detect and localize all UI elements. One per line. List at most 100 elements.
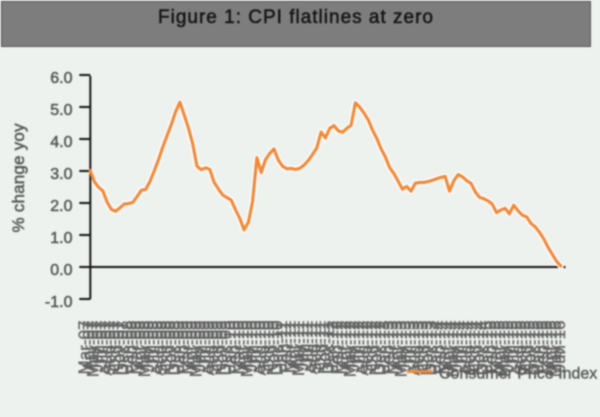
- svg-text:Dec-11: Dec-11: [319, 321, 338, 375]
- svg-text:Jul-11: Jul-11: [298, 321, 317, 366]
- svg-text:Jun-16: Jun-16: [550, 321, 569, 373]
- svg-text:Jan-13: Jan-13: [375, 321, 394, 373]
- svg-text:Apr-16: Apr-16: [542, 321, 561, 372]
- svg-text:Apr-07: Apr-07: [79, 321, 98, 372]
- svg-text:Dec-10: Dec-10: [268, 321, 287, 376]
- svg-text:1.0: 1.0: [50, 230, 72, 247]
- svg-text:Nov-09: Nov-09: [212, 321, 231, 376]
- svg-text:Nov-12: Nov-12: [366, 321, 385, 376]
- svg-text:2.0: 2.0: [50, 198, 72, 215]
- svg-text:Jul-08: Jul-08: [144, 321, 163, 367]
- svg-text:Feb-11: Feb-11: [276, 321, 295, 374]
- svg-text:Sep-12: Sep-12: [358, 321, 377, 376]
- svg-text:Apr-11: Apr-11: [285, 321, 304, 371]
- svg-text:Jun-10: Jun-10: [242, 321, 261, 373]
- svg-text:Nov-10: Nov-10: [263, 321, 282, 376]
- svg-text:Apr-13: Apr-13: [387, 321, 406, 372]
- svg-text:Oct-12: Oct-12: [362, 321, 381, 372]
- svg-text:Sep-10: Sep-10: [255, 321, 274, 376]
- svg-text:Sep-07: Sep-07: [101, 321, 120, 376]
- svg-text:3.0: 3.0: [50, 166, 72, 183]
- svg-text:Jun-08: Jun-08: [139, 321, 158, 373]
- svg-text:Jan-08: Jan-08: [118, 321, 137, 373]
- svg-text:Mar-16: Mar-16: [537, 321, 556, 375]
- svg-text:Feb-08: Feb-08: [122, 321, 141, 375]
- svg-text:May-08: May-08: [135, 321, 154, 378]
- svg-text:Oct-15: Oct-15: [516, 321, 535, 372]
- svg-text:Jul-09: Jul-09: [195, 321, 214, 367]
- svg-text:Jun-12: Jun-12: [345, 321, 364, 373]
- svg-text:Apr-10: Apr-10: [233, 321, 252, 372]
- svg-text:Jan-15: Jan-15: [477, 321, 496, 373]
- svg-text:Sep-14: Sep-14: [460, 321, 479, 376]
- svg-text:Feb-10: Feb-10: [225, 321, 244, 375]
- svg-text:Sep-11: Sep-11: [306, 321, 325, 375]
- svg-text:Jan-16: Jan-16: [529, 321, 548, 373]
- svg-text:Nov-14: Nov-14: [469, 321, 488, 376]
- svg-text:Oct-08: Oct-08: [156, 321, 175, 372]
- svg-text:Mar-15: Mar-15: [486, 321, 505, 375]
- svg-text:Nov-15: Nov-15: [520, 321, 539, 376]
- svg-text:Mar-08: Mar-08: [126, 321, 145, 375]
- svg-text:Oct-11: Oct-11: [310, 321, 329, 371]
- svg-text:Apr-14: Apr-14: [439, 321, 458, 372]
- svg-text:5.0: 5.0: [50, 102, 72, 119]
- svg-text:Feb-12: Feb-12: [328, 321, 347, 375]
- svg-text:Mar-12: Mar-12: [332, 321, 351, 375]
- svg-text:Nov-08: Nov-08: [161, 321, 180, 376]
- svg-text:Mar-11: Mar-11: [280, 321, 299, 374]
- svg-text:Sep-13: Sep-13: [409, 321, 428, 376]
- svg-text:Jun-15: Jun-15: [499, 321, 518, 373]
- svg-text:Nov-13: Nov-13: [417, 321, 436, 376]
- svg-text:Nov-11: Nov-11: [315, 321, 334, 375]
- svg-text:Dec-09: Dec-09: [216, 321, 235, 376]
- svg-text:Oct-09: Oct-09: [208, 321, 227, 372]
- svg-text:Sep-09: Sep-09: [203, 321, 222, 376]
- svg-text:Jun-09: Jun-09: [191, 321, 210, 373]
- svg-text:Aug-10: Aug-10: [251, 321, 270, 376]
- svg-text:Feb-15: Feb-15: [482, 321, 501, 375]
- svg-text:Sep-15: Sep-15: [512, 321, 531, 376]
- svg-text:Dec-14: Dec-14: [473, 321, 492, 376]
- svg-text:Aug-12: Aug-12: [353, 321, 372, 376]
- svg-text:Sep-08: Sep-08: [152, 321, 171, 376]
- svg-text:Jan-10: Jan-10: [221, 321, 240, 373]
- svg-text:Aug-11: Aug-11: [302, 321, 321, 375]
- svg-text:Consumer Price Index: Consumer Price Index: [439, 366, 597, 383]
- svg-text:Dec-07: Dec-07: [114, 321, 133, 376]
- svg-text:Jun-13: Jun-13: [396, 321, 415, 373]
- svg-text:Feb-13: Feb-13: [379, 321, 398, 375]
- svg-text:May-14: May-14: [443, 321, 462, 378]
- svg-text:Aug-08: Aug-08: [148, 321, 167, 376]
- svg-text:Oct-14: Oct-14: [465, 321, 484, 372]
- svg-text:0.0: 0.0: [50, 262, 72, 279]
- svg-text:Feb-14: Feb-14: [430, 321, 449, 375]
- svg-text:Aug-15: Aug-15: [507, 321, 526, 376]
- svg-text:May-15: May-15: [494, 321, 513, 378]
- svg-text:Jul-13: Jul-13: [400, 321, 419, 367]
- svg-text:Feb-16: Feb-16: [533, 321, 552, 375]
- svg-text:May-11: May-11: [289, 321, 308, 376]
- svg-text:-1.0: -1.0: [45, 294, 73, 311]
- svg-text:Jun-14: Jun-14: [447, 321, 466, 373]
- svg-text:May-12: May-12: [340, 321, 359, 378]
- svg-text:Jul-14: Jul-14: [452, 321, 471, 367]
- svg-text:Apr-15: Apr-15: [490, 321, 509, 372]
- svg-text:Nov-07: Nov-07: [109, 321, 128, 376]
- svg-text:Dec-12: Dec-12: [370, 321, 389, 376]
- svg-text:% change yoy: % change yoy: [9, 123, 28, 232]
- svg-text:Apr-12: Apr-12: [336, 321, 355, 372]
- svg-text:Jun-11: Jun-11: [293, 321, 312, 372]
- svg-text:May-10: May-10: [238, 321, 257, 378]
- svg-text:Jul-12: Jul-12: [349, 321, 368, 367]
- svg-text:Feb-09: Feb-09: [173, 321, 192, 375]
- svg-text:May-16: May-16: [546, 321, 565, 378]
- svg-text:Jan-09: Jan-09: [169, 321, 188, 373]
- svg-text:Aug-09: Aug-09: [199, 321, 218, 376]
- svg-text:Dec-08: Dec-08: [165, 321, 184, 376]
- svg-text:Mar-13: Mar-13: [383, 321, 402, 375]
- svg-text:Mar-14: Mar-14: [435, 321, 454, 375]
- svg-text:Jan-12: Jan-12: [323, 321, 342, 373]
- svg-text:May-07: May-07: [84, 321, 103, 378]
- svg-text:Aug-07: Aug-07: [96, 321, 115, 376]
